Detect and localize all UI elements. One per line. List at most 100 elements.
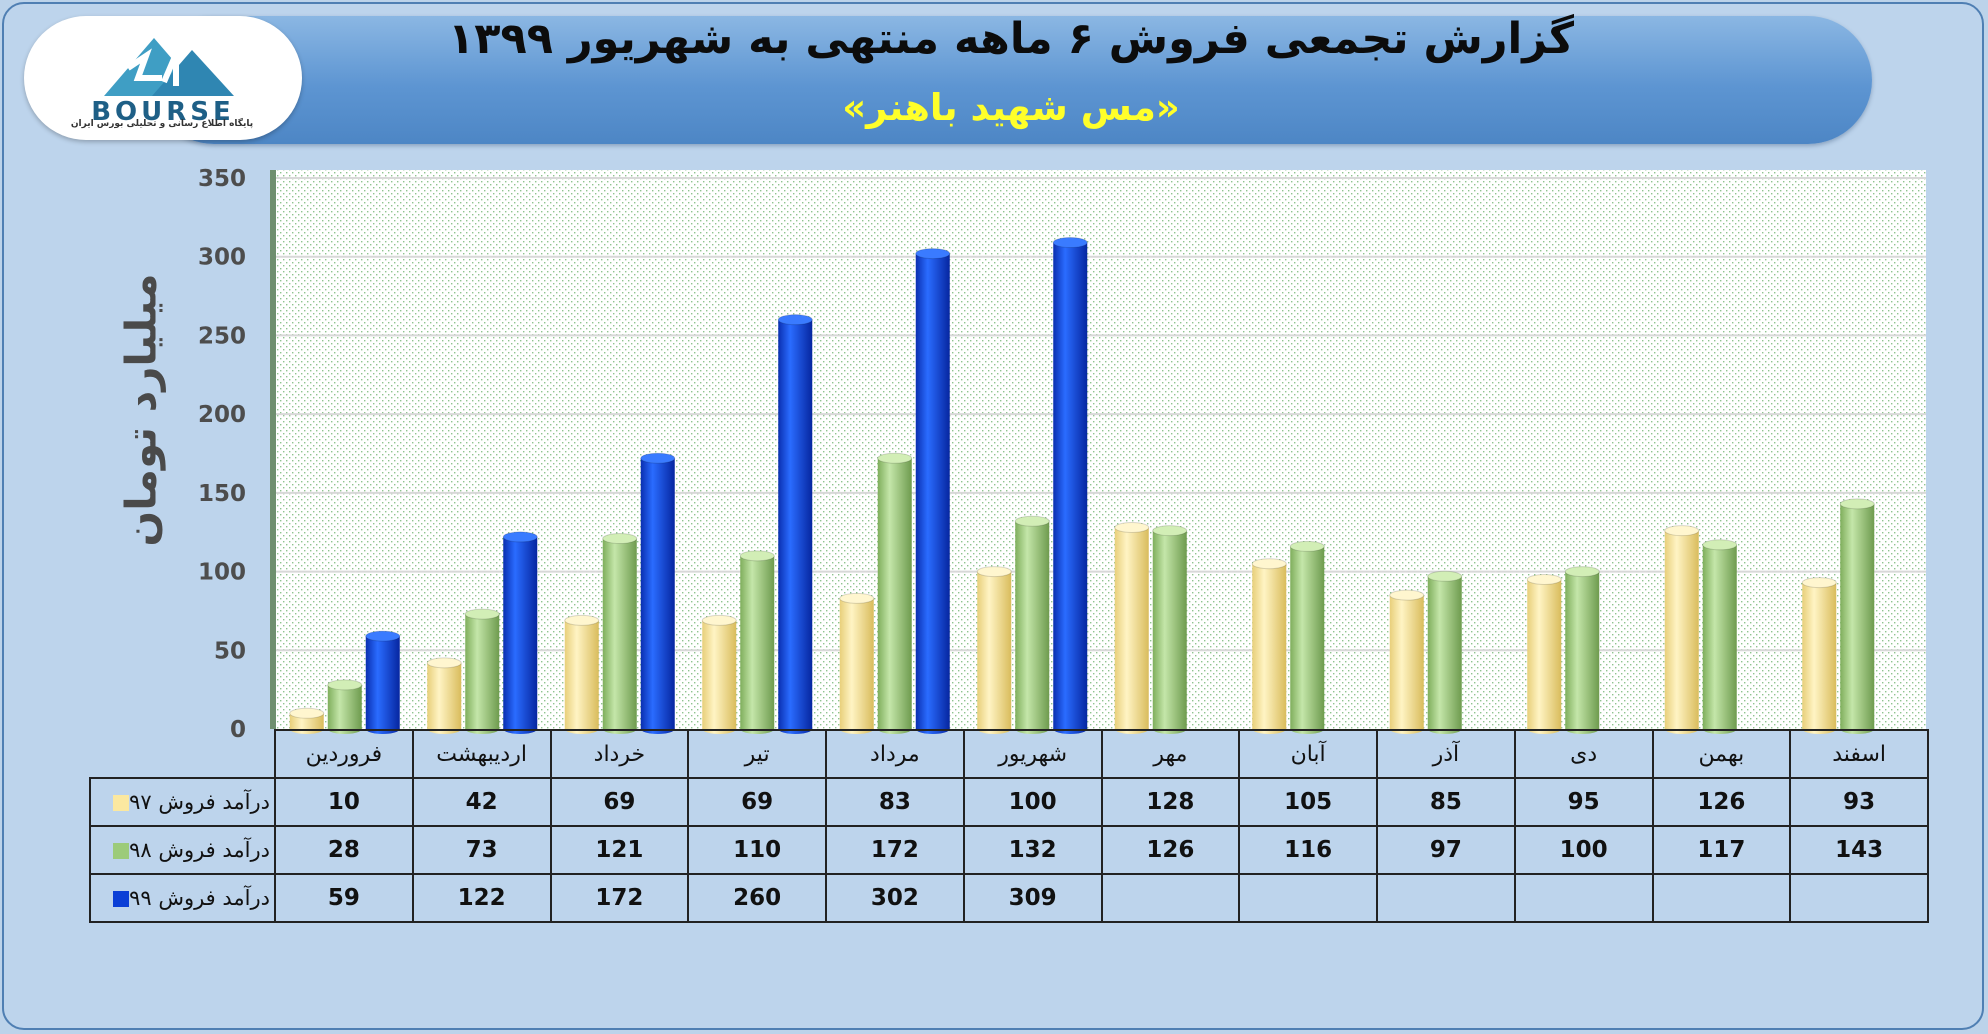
x-tick-label: فروردین	[274, 729, 414, 779]
grid-layer	[270, 170, 1926, 729]
bar	[1052, 237, 1088, 734]
bar-cap	[1289, 540, 1325, 552]
bar-body	[740, 555, 775, 729]
bar	[1251, 558, 1287, 734]
bar	[602, 533, 638, 734]
bar	[1801, 577, 1837, 734]
data-label: 132	[962, 825, 1103, 875]
bar-cap	[701, 614, 737, 626]
bar-cap	[640, 452, 676, 464]
bar	[976, 566, 1012, 734]
bar-body	[564, 620, 599, 729]
table-header-row: فروردین اردیبهشت خرداد تیر مرداد شهریور مهر آبا…	[90, 729, 1929, 779]
data-label: 69	[549, 777, 690, 827]
x-tick-label: شهریور	[962, 729, 1103, 779]
plot-background	[276, 170, 1926, 729]
bar-cap	[976, 566, 1012, 578]
bar-cap	[464, 608, 500, 620]
bar	[1114, 521, 1150, 734]
bar	[701, 614, 737, 734]
bar-body	[465, 614, 500, 729]
data-label: 100	[1513, 825, 1654, 875]
data-label: 143	[1789, 825, 1929, 875]
data-label: 126	[1100, 825, 1241, 875]
data-label: 126	[1651, 777, 1792, 827]
data-label	[1238, 873, 1378, 923]
data-label: 302	[825, 873, 965, 923]
bar-cap	[839, 592, 875, 604]
y-tick-label: 50	[214, 638, 246, 664]
bar-cap	[1251, 558, 1287, 570]
data-label: 95	[1513, 777, 1654, 827]
legend-label: درآمد فروش ۹۷	[129, 790, 270, 814]
bar	[502, 531, 538, 734]
data-label: 116	[1238, 825, 1378, 875]
bar	[1664, 525, 1700, 734]
data-label	[1789, 873, 1929, 923]
data-label: 83	[825, 777, 965, 827]
bar-body	[1290, 546, 1325, 729]
data-label: 97	[1376, 825, 1516, 875]
bar-body	[1114, 527, 1149, 729]
bar	[1564, 566, 1600, 734]
data-label: 309	[962, 873, 1103, 923]
y-tick-label: 100	[198, 560, 246, 586]
bar-body	[427, 662, 462, 729]
bar-body	[1702, 544, 1737, 729]
bar-cap	[777, 314, 813, 326]
bar-cap	[1801, 577, 1837, 589]
chart-subtitle: «مس شهید باهنر»	[842, 86, 1180, 129]
bourse-logo: BOURSE	[24, 16, 302, 140]
data-label: 100	[962, 777, 1103, 827]
legend-swatch	[113, 891, 130, 907]
y-tick-label: 250	[198, 323, 246, 349]
bar-body	[1053, 242, 1088, 729]
data-label: 10	[274, 777, 414, 827]
table-row: درآمد فروش ۹۹ 59 122 172 260 302 309	[89, 873, 1929, 923]
chart-title: گزارش تجمعی فروش ۶ ماهه منتهی به شهریور …	[447, 14, 1575, 64]
x-tick-label: تیر	[687, 729, 827, 779]
bar	[426, 657, 462, 734]
bar-cap	[1014, 515, 1050, 527]
data-label: 42	[411, 777, 552, 827]
bar-body	[1527, 579, 1562, 729]
data-label: 105	[1238, 777, 1378, 827]
data-label: 128	[1100, 777, 1241, 827]
bar-cap	[602, 533, 638, 545]
bar-body	[778, 319, 813, 729]
bar-cap	[1564, 566, 1600, 578]
bar	[739, 550, 775, 734]
bar	[1389, 589, 1425, 734]
bar-cap	[739, 550, 775, 562]
bar-cap	[327, 679, 363, 691]
bar	[1014, 515, 1050, 734]
data-label	[1376, 873, 1516, 923]
bar-body	[839, 598, 874, 729]
bar	[1427, 570, 1463, 734]
bar-cap	[502, 531, 538, 543]
bar-body	[977, 571, 1012, 729]
data-label: 172	[825, 825, 965, 875]
x-tick-label: اسفند	[1789, 729, 1929, 779]
bar-body	[503, 536, 538, 729]
data-label: 93	[1789, 777, 1929, 827]
bar-body	[1152, 530, 1187, 729]
data-label: 59	[274, 873, 414, 923]
logo-text: BOURSE	[91, 97, 235, 127]
y-tick-label: 150	[198, 481, 246, 507]
data-label: 69	[687, 777, 827, 827]
y-tick-label: 200	[198, 402, 246, 428]
bar-body	[1015, 521, 1050, 729]
x-tick-label: دی	[1513, 729, 1654, 779]
x-tick-label: اردیبهشت	[411, 729, 552, 779]
bar	[1526, 573, 1562, 734]
table-row: درآمد فروش ۹۸ 28 73 121 110 172 132 126 116 97 100…	[89, 825, 1929, 875]
data-label	[1100, 873, 1241, 923]
x-tick-label: خرداد	[549, 729, 690, 779]
bar-cap	[1114, 521, 1150, 533]
bar-body	[640, 458, 675, 729]
bar-cap	[1052, 237, 1088, 249]
legend-entry: درآمد فروش ۹۷	[89, 777, 276, 827]
